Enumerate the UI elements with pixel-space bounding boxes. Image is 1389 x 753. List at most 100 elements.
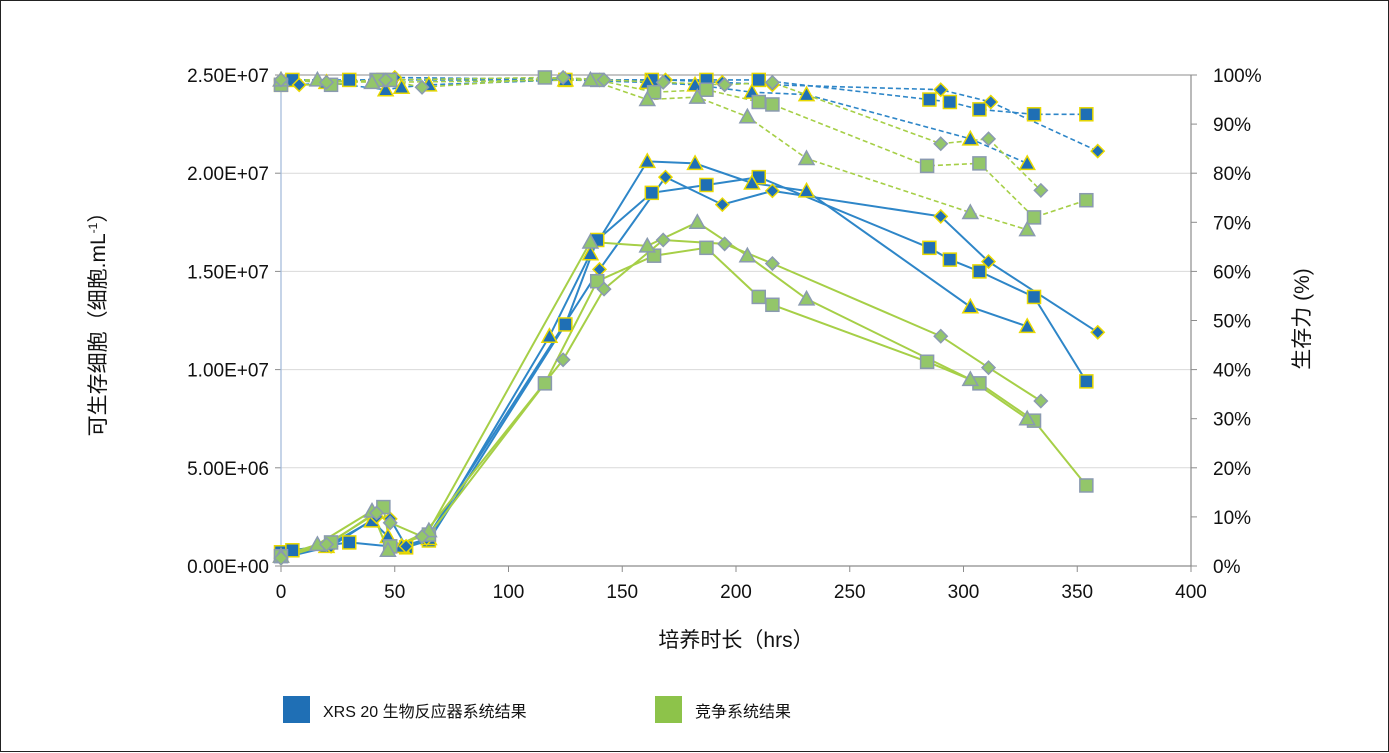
xrs-cells-diamond-point <box>933 208 949 224</box>
xrs-viability-triangle-point <box>961 129 980 146</box>
competitor-viability-diamond-line <box>280 76 1042 191</box>
xrs-cells-square-point <box>342 535 357 550</box>
xrs-cells-triangle-point <box>686 154 704 171</box>
xrs-viability-square-point <box>751 72 766 88</box>
y-right-tick-label: 40% <box>1213 361 1251 382</box>
xrs-cells-square-point <box>1026 289 1042 305</box>
x-tick-label: 100 <box>493 582 525 603</box>
competitor-viability-square-point <box>972 156 987 171</box>
y-right-tick-label: 0% <box>1213 557 1241 578</box>
y-right-tick-label: 100% <box>1213 66 1262 87</box>
y-right-tick-label: 90% <box>1213 115 1251 136</box>
competitor-cells-diamond-point <box>980 360 997 376</box>
xrs-viability-diamond-point <box>983 94 999 110</box>
competitor-viability-triangle-line <box>281 79 1028 231</box>
legend-label-competitor: 竞争系统结果 <box>695 703 791 721</box>
xrs-cells-triangle-point <box>1018 317 1036 334</box>
competitor-viability-triangle-point <box>363 73 381 90</box>
competitor-cells-square-point <box>919 354 935 369</box>
competitor-cells-diamond-line <box>280 238 1042 560</box>
competitor-cells-square-point <box>699 240 714 256</box>
xrs-viability-triangle-point <box>376 80 395 97</box>
competitor-viability-diamond-point <box>596 72 612 88</box>
competitor-viability-square-point <box>537 70 553 85</box>
y-left-tick-label: 5.00E+06 <box>187 459 269 480</box>
competitor-viability-diamond-point <box>980 131 997 147</box>
xrs-cells-diamond-line <box>280 175 1099 560</box>
series-markers <box>272 69 1106 566</box>
y-left-tick-label: 2.00E+07 <box>187 164 269 185</box>
series-lines <box>280 76 1099 560</box>
competitor-viability-diamond-point <box>318 74 335 90</box>
y-axis-left-title-suffix: ） <box>87 202 110 223</box>
competitor-cells-diamond-point <box>1033 393 1049 409</box>
competitor-cells-triangle-point <box>961 370 980 387</box>
competitor-viability-diamond-point <box>555 69 571 86</box>
y-right-tick-label: 70% <box>1213 213 1251 234</box>
tick-labels: 0.00E+00 5.00E+06 1.00E+07 1.50E+07 2.00E+07… <box>187 66 1262 603</box>
y-right-tick-label: 30% <box>1213 410 1251 431</box>
competitor-viability-diamond-point <box>378 72 394 88</box>
xrs-viability-square-point <box>922 92 937 107</box>
xrs-viability-triangle-point <box>686 75 704 92</box>
xrs-cells-square-point <box>972 264 987 279</box>
competitor-viability-diamond-point <box>717 77 733 93</box>
competitor-viability-square-line <box>281 76 1087 219</box>
y-right-tick-label: 60% <box>1213 262 1251 283</box>
xrs-cells-square-point <box>558 317 573 332</box>
competitor-cells-triangle-point <box>688 213 707 230</box>
xrs-viability-triangle-point <box>797 85 816 102</box>
x-axis-title: 培养时长（hrs） <box>658 629 813 652</box>
competitor-viability-square-point <box>751 94 766 110</box>
competitor-cells-triangle-point <box>638 236 657 253</box>
x-tick-label: 350 <box>1061 582 1093 603</box>
xrs-cells-diamond-point <box>764 183 780 199</box>
y-left-tick-label: 2.50E+07 <box>187 66 269 87</box>
competitor-viability-triangle-point <box>638 90 657 107</box>
competitor-viability-diamond-point <box>764 74 780 90</box>
competitor-viability-triangle-point <box>738 107 757 124</box>
xrs-viability-square-point <box>342 72 357 88</box>
y-axis-left-title-main: 可生存细胞（细胞.mL <box>87 233 110 436</box>
competitor-viability-square-point <box>919 158 935 174</box>
xrs-cells-square-point <box>644 185 660 201</box>
xrs-viability-square-point <box>942 94 958 110</box>
competitor-viability-triangle-point <box>688 88 707 104</box>
competitor-cells-square-point <box>751 289 766 305</box>
xrs-cells-square-point <box>922 240 937 256</box>
xrs-cells-triangle-point <box>638 152 657 169</box>
y-left-tick-label: 1.50E+07 <box>187 262 269 283</box>
xrs-cells-square-point <box>699 177 714 193</box>
xrs-cells-square-point <box>1079 374 1094 389</box>
competitor-cells-triangle-point <box>1018 409 1036 426</box>
competitor-viability-square-point <box>1079 192 1094 208</box>
axes <box>275 74 1197 572</box>
xrs-cells-square-line <box>280 176 1088 554</box>
competitor-viability-square-point <box>699 82 714 97</box>
x-tick-label: 200 <box>720 582 752 603</box>
legend-label-xrs: XRS 20 生物反应器系统结果 <box>323 702 527 721</box>
xrs-viability-diamond-point <box>1090 143 1106 159</box>
y-left-tick-label: 1.00E+07 <box>187 361 269 382</box>
x-tick-label: 150 <box>606 582 638 603</box>
x-tick-label: 250 <box>834 582 866 603</box>
xrs-cells-diamond-point <box>1090 324 1106 340</box>
competitor-viability-triangle-point <box>1018 220 1036 237</box>
competitor-cells-diamond-point <box>555 352 571 368</box>
x-tick-label: 0 <box>276 582 287 603</box>
xrs-cells-triangle-point <box>797 181 816 198</box>
xrs-viability-triangle-line <box>280 79 1028 165</box>
competitor-cells-diamond-point <box>717 236 733 252</box>
competitor-cells-diamond-point <box>368 505 385 521</box>
competitor-cells-diamond-point <box>596 281 612 297</box>
competitor-cells-diamond-point <box>273 550 289 566</box>
x-tick-label: 50 <box>384 582 405 603</box>
xrs-cells-square-point <box>942 252 958 267</box>
competitor-cells-square-point <box>537 376 553 391</box>
competitor-cells-triangle-line <box>280 221 1028 558</box>
competitor-viability-triangle-point <box>581 70 600 87</box>
competitor-cells-square-point <box>589 273 605 289</box>
y-right-tick-label: 80% <box>1213 164 1251 185</box>
competitor-viability-diamond-point <box>1033 182 1049 198</box>
